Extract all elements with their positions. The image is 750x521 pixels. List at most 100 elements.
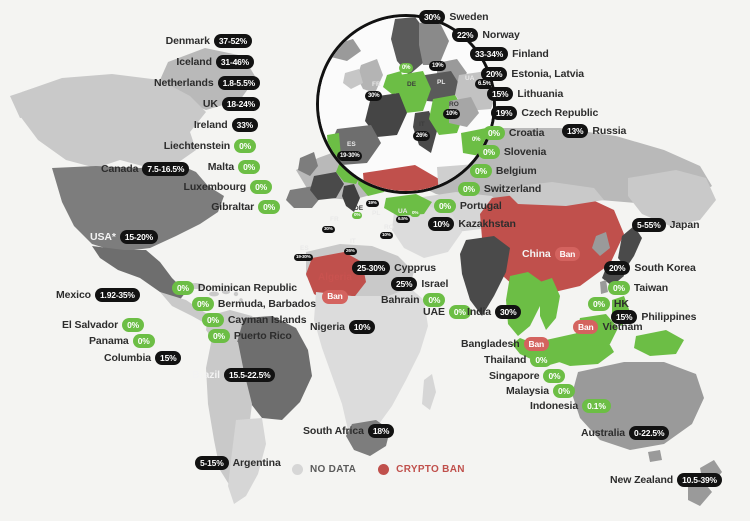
value-thailand: 0% xyxy=(530,353,553,367)
value-australia: 0-22.5% xyxy=(629,426,670,440)
country-code-de: DE xyxy=(354,205,364,212)
name-croatia: Croatia xyxy=(508,126,545,139)
mag-iceland xyxy=(331,39,361,61)
label-cyprus: 25-30% Cypprus xyxy=(352,261,436,275)
basemap-label-fr: 30% xyxy=(322,226,335,234)
value-puerto-rico: 0% xyxy=(208,329,230,343)
country-code-ro: RO xyxy=(384,224,394,231)
name-columbia: Columbia xyxy=(104,351,152,364)
value-argentina: 5-15% xyxy=(195,456,229,470)
value-luxembourg: 0% xyxy=(250,180,272,194)
name-ireland: Ireland xyxy=(193,118,228,131)
value-belgium: 0% xyxy=(470,164,492,178)
name-algeria: Algeria xyxy=(318,272,352,283)
name-taiwan: Taiwan xyxy=(633,281,669,294)
name-malta: Malta xyxy=(207,160,235,173)
mag-code-de: DE xyxy=(407,81,417,88)
value-hk: 0% xyxy=(588,297,610,311)
label-malaysia: Malaysia 0% xyxy=(506,384,575,398)
land-brazil xyxy=(236,316,312,420)
label-sweden: 30% Sweden xyxy=(419,10,489,24)
landmasses xyxy=(10,48,722,506)
mag-value-ro: 10% xyxy=(443,109,461,119)
land-taiwan xyxy=(600,280,608,294)
label-thailand: Thailand 0% xyxy=(484,353,553,367)
basemap-value-ro: 10% xyxy=(380,232,393,240)
name-cyprus: Cypprus xyxy=(394,261,436,274)
value-israel: 25% xyxy=(391,277,418,291)
mag-label-tr: 0% xyxy=(469,135,484,145)
name-canada: Canada xyxy=(101,162,139,175)
name-australia: Australia xyxy=(581,426,626,439)
label-china: China Ban xyxy=(522,247,581,261)
name-south-korea: South Korea xyxy=(634,261,696,274)
land-turkey-green xyxy=(384,194,432,216)
mag-code-ro: RO xyxy=(449,101,459,108)
mag-ireland xyxy=(343,69,363,89)
value-cyprus: 25-30% xyxy=(352,261,391,275)
label-bahrain: Bahrain 0% xyxy=(381,293,446,307)
label-hk: 0% HK xyxy=(588,297,629,311)
name-estonia-latvia: Estonia, Latvia xyxy=(511,67,585,80)
name-china: China xyxy=(522,247,551,260)
name-bermuda-barbados: Bermuda, Barbados xyxy=(217,297,316,310)
label-netherlands: 1.8-5.5% Netherlands xyxy=(154,76,260,90)
name-nigeria: Nigeria xyxy=(310,320,345,333)
basemap-label-pl: 19% xyxy=(366,200,379,208)
value-new-zealand: 10.5-39% xyxy=(677,473,722,487)
name-malaysia: Malaysia xyxy=(506,384,549,397)
mag-label-ua: 6.5% xyxy=(475,79,493,89)
value-iceland: 31-46% xyxy=(215,55,254,69)
value-china: Ban xyxy=(554,247,581,261)
value-portugal: 0% xyxy=(434,199,456,213)
name-finland: Finland xyxy=(512,47,549,60)
mag-code-fr: FR xyxy=(372,81,381,88)
value-south-africa: 18% xyxy=(367,424,395,438)
label-estonia-latvia: 20% Estonia, Latvia xyxy=(481,67,584,81)
label-portugal: 0% Portugal xyxy=(434,199,502,213)
label-columbia: 15% Columbia xyxy=(104,351,182,365)
value-brazil: 15.5-22.5% xyxy=(224,368,276,382)
basemap-label-es: 19-30% xyxy=(294,254,313,262)
name-usa: USA* xyxy=(90,230,116,243)
mag-label-ro: 10% xyxy=(443,109,461,119)
label-mexico: 1.92-35% Mexico xyxy=(56,288,140,302)
value-switzerland: 0% xyxy=(458,182,480,196)
label-south-korea: 20% South Korea xyxy=(604,261,696,275)
name-india: India xyxy=(467,305,492,318)
name-sweden: Sweden xyxy=(449,10,489,23)
country-code-fr: FR xyxy=(330,216,339,223)
mag-label-fr: 30% xyxy=(365,91,383,101)
label-malta: 0% Malta xyxy=(208,160,260,174)
label-dominican-republic: 0% Dominican Republic xyxy=(172,281,297,295)
value-bangladesh: Ban xyxy=(523,337,549,351)
basemap-value-ua: 6.5% xyxy=(396,216,410,224)
name-puerto-rico: Puerto Rico xyxy=(233,329,292,342)
label-norway: 22% Norway xyxy=(452,28,520,42)
name-philippines: Philippines xyxy=(641,310,697,323)
label-liechtenstein: 0% Liechtenstein xyxy=(164,139,256,153)
value-taiwan: 0% xyxy=(608,281,630,295)
label-israel: 25% Israel xyxy=(391,277,448,291)
label-japan: 5-55% Japan xyxy=(632,218,700,232)
land-uk xyxy=(298,152,318,176)
basemap-label-it: 26% xyxy=(344,248,357,256)
name-mexico: Mexico xyxy=(56,288,91,301)
map-legend: NO DATA CRYPTO BAN xyxy=(292,464,465,475)
label-algeria: Algeria Ban xyxy=(318,272,352,304)
value-bahrain: 0% xyxy=(423,293,446,307)
no-data-swatch-icon xyxy=(292,464,303,475)
name-uk: UK xyxy=(202,97,218,110)
value-mexico: 1.92-35% xyxy=(95,288,140,302)
land-algeria xyxy=(306,252,366,304)
label-finland: 33-34% Finland xyxy=(470,47,549,61)
mag-code-es: ES xyxy=(347,141,356,148)
value-malaysia: 0% xyxy=(552,384,575,398)
value-panama: 0% xyxy=(132,334,155,348)
basemap-label-tr: 0% xyxy=(410,210,421,218)
value-canada: 7.5-16.5% xyxy=(142,162,190,176)
value-indonesia: 0.1% xyxy=(582,399,611,413)
land-italy xyxy=(342,184,360,212)
value-philippines: 15% xyxy=(611,310,638,324)
country-code-es: ES xyxy=(300,245,309,252)
